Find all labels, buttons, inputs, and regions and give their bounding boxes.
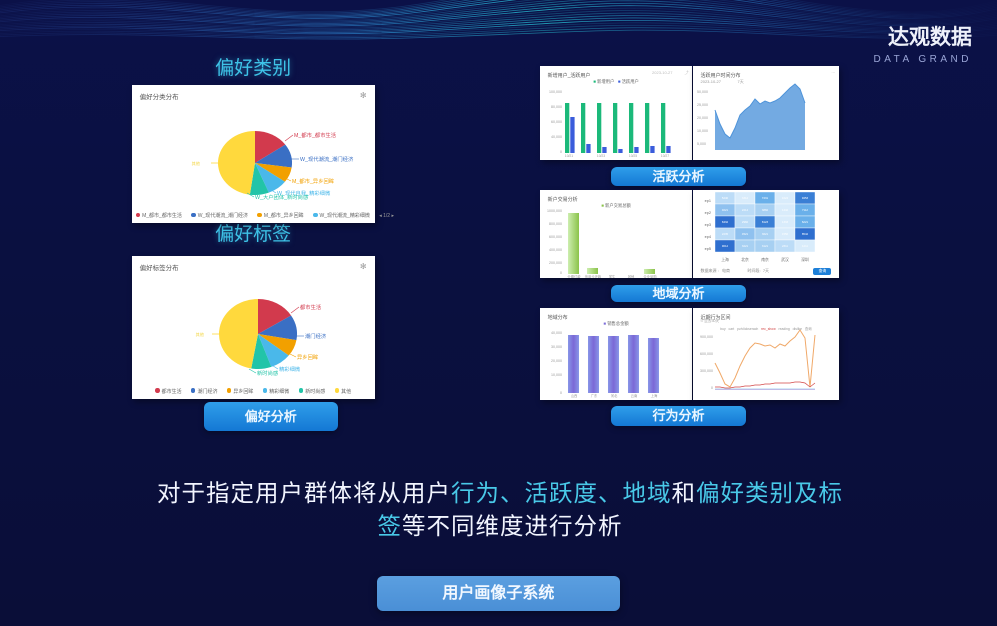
svg-text:200,000: 200,000: [549, 261, 562, 265]
svg-text:学生: 学生: [608, 274, 615, 278]
svg-text:深圳: 深圳: [801, 257, 809, 262]
svg-text:8542: 8542: [801, 232, 808, 236]
svg-text:10/21: 10/21: [564, 154, 572, 158]
svg-text:1556: 1556: [781, 232, 788, 236]
svg-text:8432: 8432: [721, 220, 728, 224]
svg-text:1000,000: 1000,000: [547, 209, 562, 213]
svg-text:ep2: ep2: [704, 211, 710, 215]
svg-text:3882: 3882: [761, 208, 768, 212]
svg-text:1442: 1442: [781, 208, 788, 212]
svg-text:广东: 广东: [590, 393, 597, 398]
svg-text:900,000: 900,000: [700, 335, 713, 339]
svg-text:600,000: 600,000: [700, 352, 713, 356]
svg-text:20,000: 20,000: [551, 359, 562, 363]
svg-text:40,000: 40,000: [551, 135, 562, 139]
svg-text:分期付款: 分期付款: [567, 274, 581, 278]
svg-text:7112: 7112: [801, 208, 807, 212]
svg-text:3221: 3221: [741, 244, 748, 248]
svg-text:其他: 其他: [195, 331, 204, 338]
svg-text:M_都市_都市生活: M_都市_都市生活: [294, 131, 337, 139]
svg-text:0: 0: [711, 386, 713, 390]
svg-text:25,000: 25,000: [696, 103, 707, 107]
svg-text:W_大户团体_新时尚感: W_大户团体_新时尚感: [255, 193, 309, 201]
svg-text:精彩细微: 精彩细微: [279, 365, 301, 373]
svg-text:企业采购: 企业采购: [643, 274, 657, 278]
svg-text:5,000: 5,000: [696, 142, 705, 146]
svg-text:7231: 7231: [761, 196, 768, 200]
svg-text:都市生活: 都市生活: [300, 303, 322, 311]
svg-text:10/25: 10/25: [628, 154, 636, 158]
svg-text:W_现代潮流_潮门经济: W_现代潮流_潮门经济: [300, 155, 354, 163]
svg-text:信用卡还款: 信用卡还款: [584, 274, 601, 278]
svg-text:40,000: 40,000: [551, 331, 562, 335]
svg-text:新时尚感: 新时尚感: [257, 369, 279, 377]
svg-text:20,000: 20,000: [696, 116, 707, 120]
svg-text:南京: 南京: [761, 257, 769, 262]
svg-text:其他: 其他: [627, 274, 634, 278]
svg-text:0: 0: [560, 150, 562, 154]
svg-text:云南: 云南: [630, 393, 637, 398]
svg-text:其他: 其他: [191, 160, 200, 167]
svg-text:10/27: 10/27: [660, 154, 668, 158]
svg-text:8123: 8123: [761, 220, 768, 224]
svg-text:400,000: 400,000: [549, 248, 562, 252]
svg-text:1333: 1333: [781, 220, 788, 224]
svg-text:100,000: 100,000: [549, 90, 562, 94]
svg-text:ep3: ep3: [704, 223, 710, 227]
svg-text:800,000: 800,000: [549, 222, 562, 226]
svg-text:1024: 1024: [781, 196, 788, 200]
svg-text:上海: 上海: [650, 393, 657, 398]
svg-text:北京: 北京: [741, 257, 749, 262]
svg-text:300,000: 300,000: [700, 369, 713, 373]
svg-text:河北: 河北: [610, 393, 617, 398]
svg-text:M_都市_异乡回眸: M_都市_异乡回眸: [292, 177, 335, 185]
svg-text:山西: 山西: [570, 393, 577, 398]
svg-text:异乡回眸: 异乡回眸: [297, 353, 319, 361]
svg-text:1211: 1211: [801, 244, 807, 248]
svg-text:9012: 9012: [721, 244, 728, 248]
svg-text:0: 0: [560, 391, 562, 395]
svg-text:2214: 2214: [741, 208, 748, 212]
svg-text:3621: 3621: [761, 232, 768, 236]
svg-text:ep4: ep4: [704, 235, 710, 239]
svg-text:ep5: ep5: [704, 247, 710, 251]
svg-text:30,000: 30,000: [551, 345, 562, 349]
svg-text:50,000: 50,000: [696, 90, 707, 94]
svg-text:10/23: 10/23: [596, 154, 604, 158]
svg-text:3312: 3312: [741, 196, 748, 200]
svg-text:4021: 4021: [721, 208, 728, 212]
svg-text:6221: 6221: [801, 220, 808, 224]
svg-text:5240: 5240: [721, 196, 728, 200]
svg-text:ep1: ep1: [704, 199, 710, 203]
svg-text:2311: 2311: [782, 244, 788, 248]
svg-text:9453: 9453: [801, 196, 808, 200]
svg-text:潮门经济: 潮门经济: [305, 332, 327, 340]
svg-text:600,000: 600,000: [549, 235, 562, 239]
svg-text:10,000: 10,000: [696, 129, 707, 133]
svg-text:3121: 3121: [761, 244, 768, 248]
svg-text:60,000: 60,000: [551, 120, 562, 124]
svg-text:80,000: 80,000: [551, 105, 562, 109]
svg-text:0: 0: [560, 271, 562, 275]
svg-text:4521: 4521: [741, 232, 748, 236]
svg-text:2235: 2235: [721, 232, 728, 236]
svg-text:上海: 上海: [721, 257, 729, 262]
svg-text:武汉: 武汉: [781, 257, 789, 262]
svg-text:10,000: 10,000: [551, 373, 562, 377]
svg-text:2982: 2982: [741, 220, 748, 224]
